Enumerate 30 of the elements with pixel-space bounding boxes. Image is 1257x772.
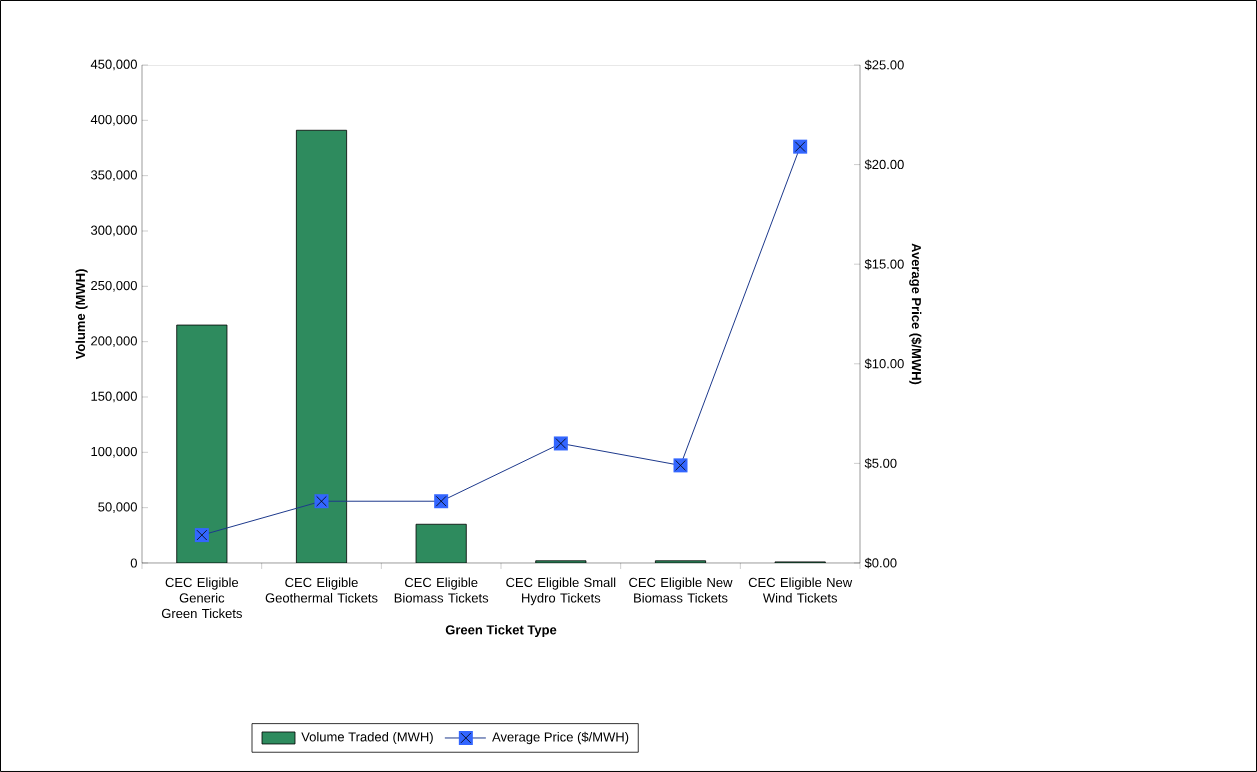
y2-tick-label: $0.00 [864,557,897,569]
y2-tick-label: $5.00 [864,458,897,469]
x-axis-title: Green Ticket Type [445,624,557,638]
bar [415,523,467,563]
y-tick-label: 100,000 [91,446,137,458]
bar [295,129,348,563]
x-tick-label: CEC Eligible Geothermal Tickets [265,577,378,603]
y-tick-label: 350,000 [90,170,137,182]
y-tick-label: 450,000 [90,59,137,71]
y-tick-label: 150,000 [91,391,137,403]
y-tick-label: 200,000 [91,336,137,348]
y-tick-label: 50,000 [98,502,137,514]
y2-axis-title: Average Price ($/MWH) [909,243,922,385]
y2-tick-label: $25.00 [864,59,904,71]
legend-label: Average Price ($/MWH) [492,731,629,745]
x-tick-label: CEC Eligible New Wind Tickets [748,577,853,603]
bar [176,324,228,563]
y-tick-label: 400,000 [90,114,137,126]
x-tick-label: CEC Eligible New Biomass Tickets [629,577,733,603]
y2-tick-label: $20.00 [864,159,904,170]
y2-tick-label: $15.00 [864,258,904,270]
y-tick-label: 250,000 [91,280,137,292]
y-tick-label: 0 [130,558,137,568]
x-tick-label: CEC Eligible Small Hydro Tickets [506,577,616,606]
legend-label: Volume Traded (MWH) [301,731,433,745]
y-tick-label: 300,000 [90,225,137,237]
x-tick-label: CEC Eligible Biomass Tickets [394,577,489,603]
y2-tick-label: $10.00 [864,358,904,370]
y-axis-title: Volume (MWH) [75,269,88,360]
x-tick-label: CEC Eligible Generic Green Tickets [161,577,242,619]
